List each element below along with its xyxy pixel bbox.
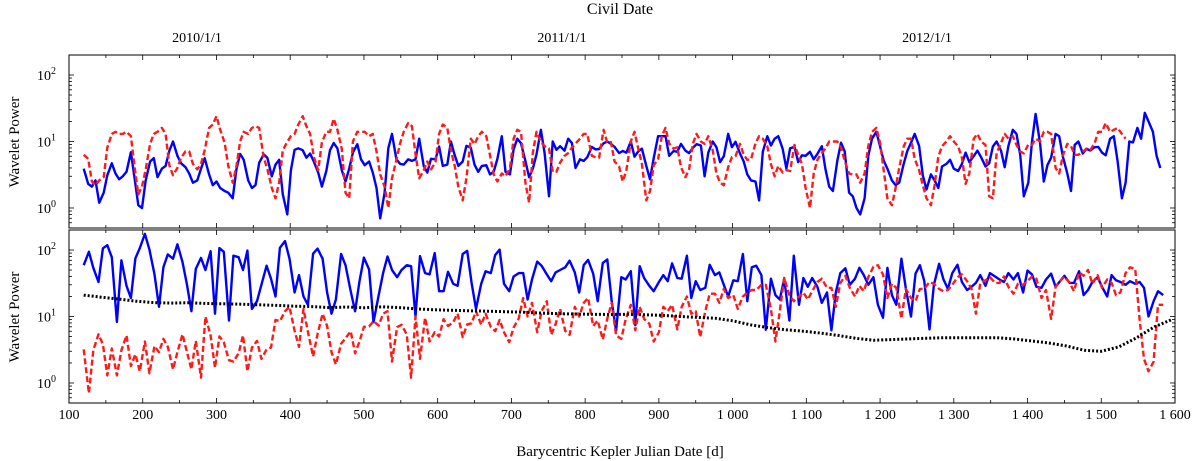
bottom-series-red [82,264,1164,395]
x-tick-label-1200: 1 200 [864,408,896,423]
bottom-ytick-label-1: 100 [37,374,56,392]
bottom-series-black [83,293,1173,353]
x-tick-label-300: 300 [206,408,227,423]
top-ytick-label-1: 100 [37,199,56,217]
x-tick-label-1000: 1 000 [717,408,749,423]
civil-date-label-1: 2011/1/1 [537,31,586,46]
x-tick-label-1500: 1 500 [1086,408,1118,423]
top-ytick-label-10: 101 [37,133,56,151]
bottom-panel-y-ticks: 100 101 102 [37,229,1175,404]
top-panel: 100 101 102 Wavelet Power [7,54,1176,229]
bottom-ytick-label-10: 101 [37,308,56,326]
x-tick-label-1100: 1 100 [791,408,823,423]
top-panel-y-ticks: 100 101 102 [37,54,1175,229]
x-tick-label-600: 600 [427,408,448,423]
bottom-panel: 100 101 102 Wavelet Power [7,229,1176,404]
top-ytick-label-100: 102 [37,66,56,84]
x-tick-label-800: 800 [575,408,596,423]
x-tick-labels: 100 200 300 400 500 600 700 800 900 1 000 1 100 1 2… [59,408,1191,423]
x-tick-label-200: 200 [132,408,153,423]
x-tick-label-1600: 1 600 [1159,408,1191,423]
top-panel-series [82,111,1162,220]
x-axis-title: Barycentric Kepler Julian Date [d] [516,444,723,460]
top-series-blue [82,111,1162,220]
top-panel-ylabel: Wavelet Power [7,97,23,188]
x-tick-label-1300: 1 300 [938,408,970,423]
top-panel-x-ticks [68,55,1176,228]
bottom-panel-x-ticks [68,230,1176,403]
x-tick-label-400: 400 [280,408,301,423]
civil-date-label-0: 2010/1/1 [172,31,222,46]
bottom-panel-ylabel: Wavelet Power [7,272,23,363]
top-axis-title: Civil Date [587,1,653,18]
x-tick-label-500: 500 [353,408,374,423]
bottom-ytick-label-100: 102 [37,241,56,259]
x-tick-label-100: 100 [59,408,80,423]
civil-date-label-2: 2012/1/1 [902,31,952,46]
x-tick-label-900: 900 [648,408,669,423]
x-tick-label-700: 700 [501,408,522,423]
top-series-red [82,115,1127,210]
x-tick-label-1400: 1 400 [1012,408,1044,423]
bottom-panel-series [82,232,1173,395]
